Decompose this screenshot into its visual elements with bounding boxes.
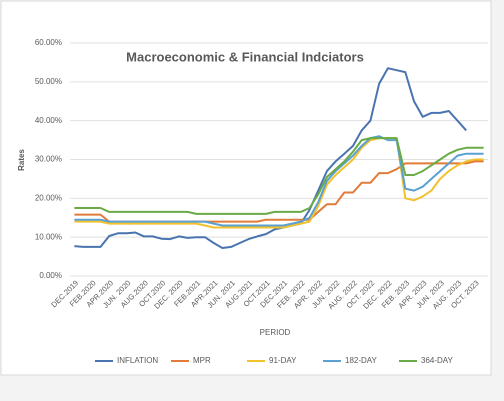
- chart-area: [0, 0, 492, 376]
- y-tick-label: 50.00%: [35, 77, 62, 86]
- legend-label: 364-DAY: [421, 356, 454, 365]
- chart-title: Macroeconomic & Financial Indciators: [126, 49, 364, 64]
- legend-label: MPR: [193, 356, 211, 365]
- y-tick-label: 30.00%: [35, 155, 62, 164]
- series-line: [74, 137, 484, 215]
- y-tick-label: 0.00%: [39, 271, 62, 280]
- y-tick-label: 10.00%: [35, 232, 62, 241]
- y-tick-label: 20.00%: [35, 193, 62, 202]
- x-axis-label: PERIOD: [260, 328, 291, 337]
- y-axis-label: Rates: [17, 149, 26, 171]
- series-line: [74, 135, 484, 227]
- legend-label: 91-DAY: [269, 356, 297, 365]
- legend-label: INFLATION: [117, 356, 158, 365]
- y-tick-label: 60.00%: [35, 38, 62, 47]
- series-line: [74, 137, 484, 229]
- series-line: [74, 67, 467, 249]
- legend-label: 182-DAY: [345, 356, 378, 365]
- y-tick-label: 40.00%: [35, 116, 62, 125]
